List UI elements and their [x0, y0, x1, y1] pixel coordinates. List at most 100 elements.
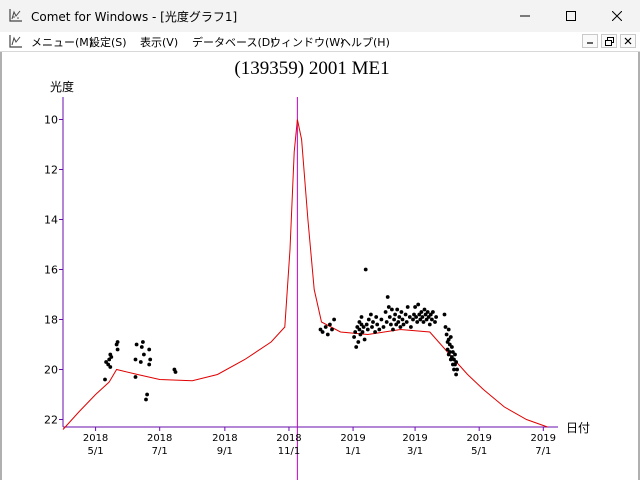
observation-point	[141, 340, 145, 344]
close-button[interactable]	[594, 0, 640, 32]
observation-point	[446, 327, 451, 332]
observation-point	[383, 310, 388, 314]
maximize-button[interactable]	[548, 0, 594, 32]
observation-point	[419, 310, 424, 314]
observation-point	[450, 355, 454, 359]
observation-point	[373, 330, 377, 334]
observation-point	[364, 322, 369, 327]
maximize-icon	[566, 11, 576, 21]
menu-item-menu[interactable]: メニュー(M)	[31, 36, 94, 49]
menu-item-database[interactable]: データベース(D)	[192, 36, 275, 49]
y-tick-label: 10	[44, 114, 58, 127]
mdi-close-button[interactable]	[620, 34, 636, 48]
observation-point	[360, 330, 365, 334]
observation-point	[362, 337, 367, 342]
x-tick-date: 3/1	[407, 446, 423, 457]
observation-point	[363, 267, 368, 272]
observation-point	[142, 352, 146, 357]
predicted-curve-line	[62, 119, 548, 430]
observation-point	[399, 310, 404, 314]
y-ticks: 10 12 14 16 18 20 22	[44, 114, 63, 427]
observation-point	[403, 312, 408, 317]
menu-item-settings[interactable]: 設定(S)	[89, 36, 127, 49]
menu-separator	[0, 51, 640, 52]
observation-point	[422, 307, 427, 312]
observation-point	[371, 320, 375, 324]
observation-point	[384, 320, 389, 324]
minimize-icon	[520, 15, 530, 17]
observation-point	[405, 305, 410, 309]
x-tick-date: 5/1	[471, 446, 487, 457]
observation-point	[381, 325, 386, 329]
mdi-close-icon	[624, 37, 632, 45]
observation-point	[375, 322, 380, 327]
observation-point	[400, 317, 405, 322]
observation-point	[139, 345, 144, 349]
observation-point	[107, 357, 112, 362]
observation-point	[421, 320, 426, 324]
predicted-curve	[62, 119, 548, 430]
observation-point	[133, 375, 138, 379]
observation-point	[448, 335, 453, 339]
y-axis-label: 光度	[50, 79, 74, 94]
observation-point	[323, 325, 328, 329]
x-tick-date: 11/1	[278, 446, 300, 457]
observation-point	[392, 317, 396, 322]
observation-point	[106, 362, 111, 367]
x-tick-year: 2018	[147, 433, 172, 444]
magnitude-chart: (139359) 2001 ME1 光度 日付 20185/120187/120…	[44, 58, 590, 480]
observation-point	[434, 315, 438, 319]
observation-point	[356, 340, 361, 344]
x-tick-date: 7/1	[535, 446, 551, 457]
observation-point	[407, 315, 412, 319]
observation-point	[330, 327, 334, 332]
mdi-minimize-icon	[587, 42, 593, 44]
x-tick-date: 5/1	[88, 446, 104, 457]
observation-point	[447, 342, 452, 347]
observation-point	[144, 397, 148, 402]
mdi-minimize-button[interactable]	[582, 34, 598, 48]
observation-point	[415, 320, 420, 324]
observation-point	[420, 315, 425, 319]
observation-point	[442, 312, 447, 317]
observation-point	[446, 337, 451, 342]
chart-icon[interactable]	[8, 7, 24, 23]
observation-point	[328, 322, 332, 327]
observation-point	[115, 340, 120, 344]
observation-point	[409, 325, 413, 329]
x-tick-date: 1/1	[345, 446, 361, 457]
observation-point	[397, 315, 402, 319]
observation-point	[147, 362, 152, 367]
minimize-button[interactable]	[502, 0, 548, 32]
title-bar: Comet for Windows - [光度グラフ1]	[0, 0, 640, 32]
observation-point	[389, 322, 393, 327]
menu-item-help[interactable]: ヘルプ(H)	[340, 36, 390, 49]
mdi-restore-button[interactable]	[601, 34, 617, 48]
observation-point	[425, 310, 430, 314]
observation-point	[452, 367, 456, 372]
observation-point	[395, 307, 400, 312]
document-chart-icon[interactable]	[8, 33, 24, 49]
observation-point	[352, 335, 356, 339]
observation-point	[453, 352, 457, 357]
observation-point	[394, 322, 399, 327]
observation-point	[138, 360, 143, 364]
observation-point	[393, 312, 397, 317]
observation-point	[398, 325, 403, 329]
observation-point	[379, 317, 384, 322]
observation-point	[108, 365, 113, 369]
observation-point	[426, 315, 431, 319]
menu-item-view[interactable]: 表示(V)	[140, 36, 179, 49]
observation-point	[424, 317, 429, 322]
observation-point	[411, 317, 415, 322]
observation-point	[354, 345, 359, 349]
observation-point	[320, 330, 325, 334]
x-tick-date: 9/1	[217, 446, 233, 457]
observation-point	[418, 317, 423, 322]
menu-item-window[interactable]: ウィンドウ(W)	[270, 36, 345, 49]
observation-point	[359, 315, 364, 319]
observation-point	[416, 302, 421, 307]
observation-point	[454, 360, 458, 364]
observation-point	[147, 347, 152, 352]
observation-point	[145, 392, 150, 397]
